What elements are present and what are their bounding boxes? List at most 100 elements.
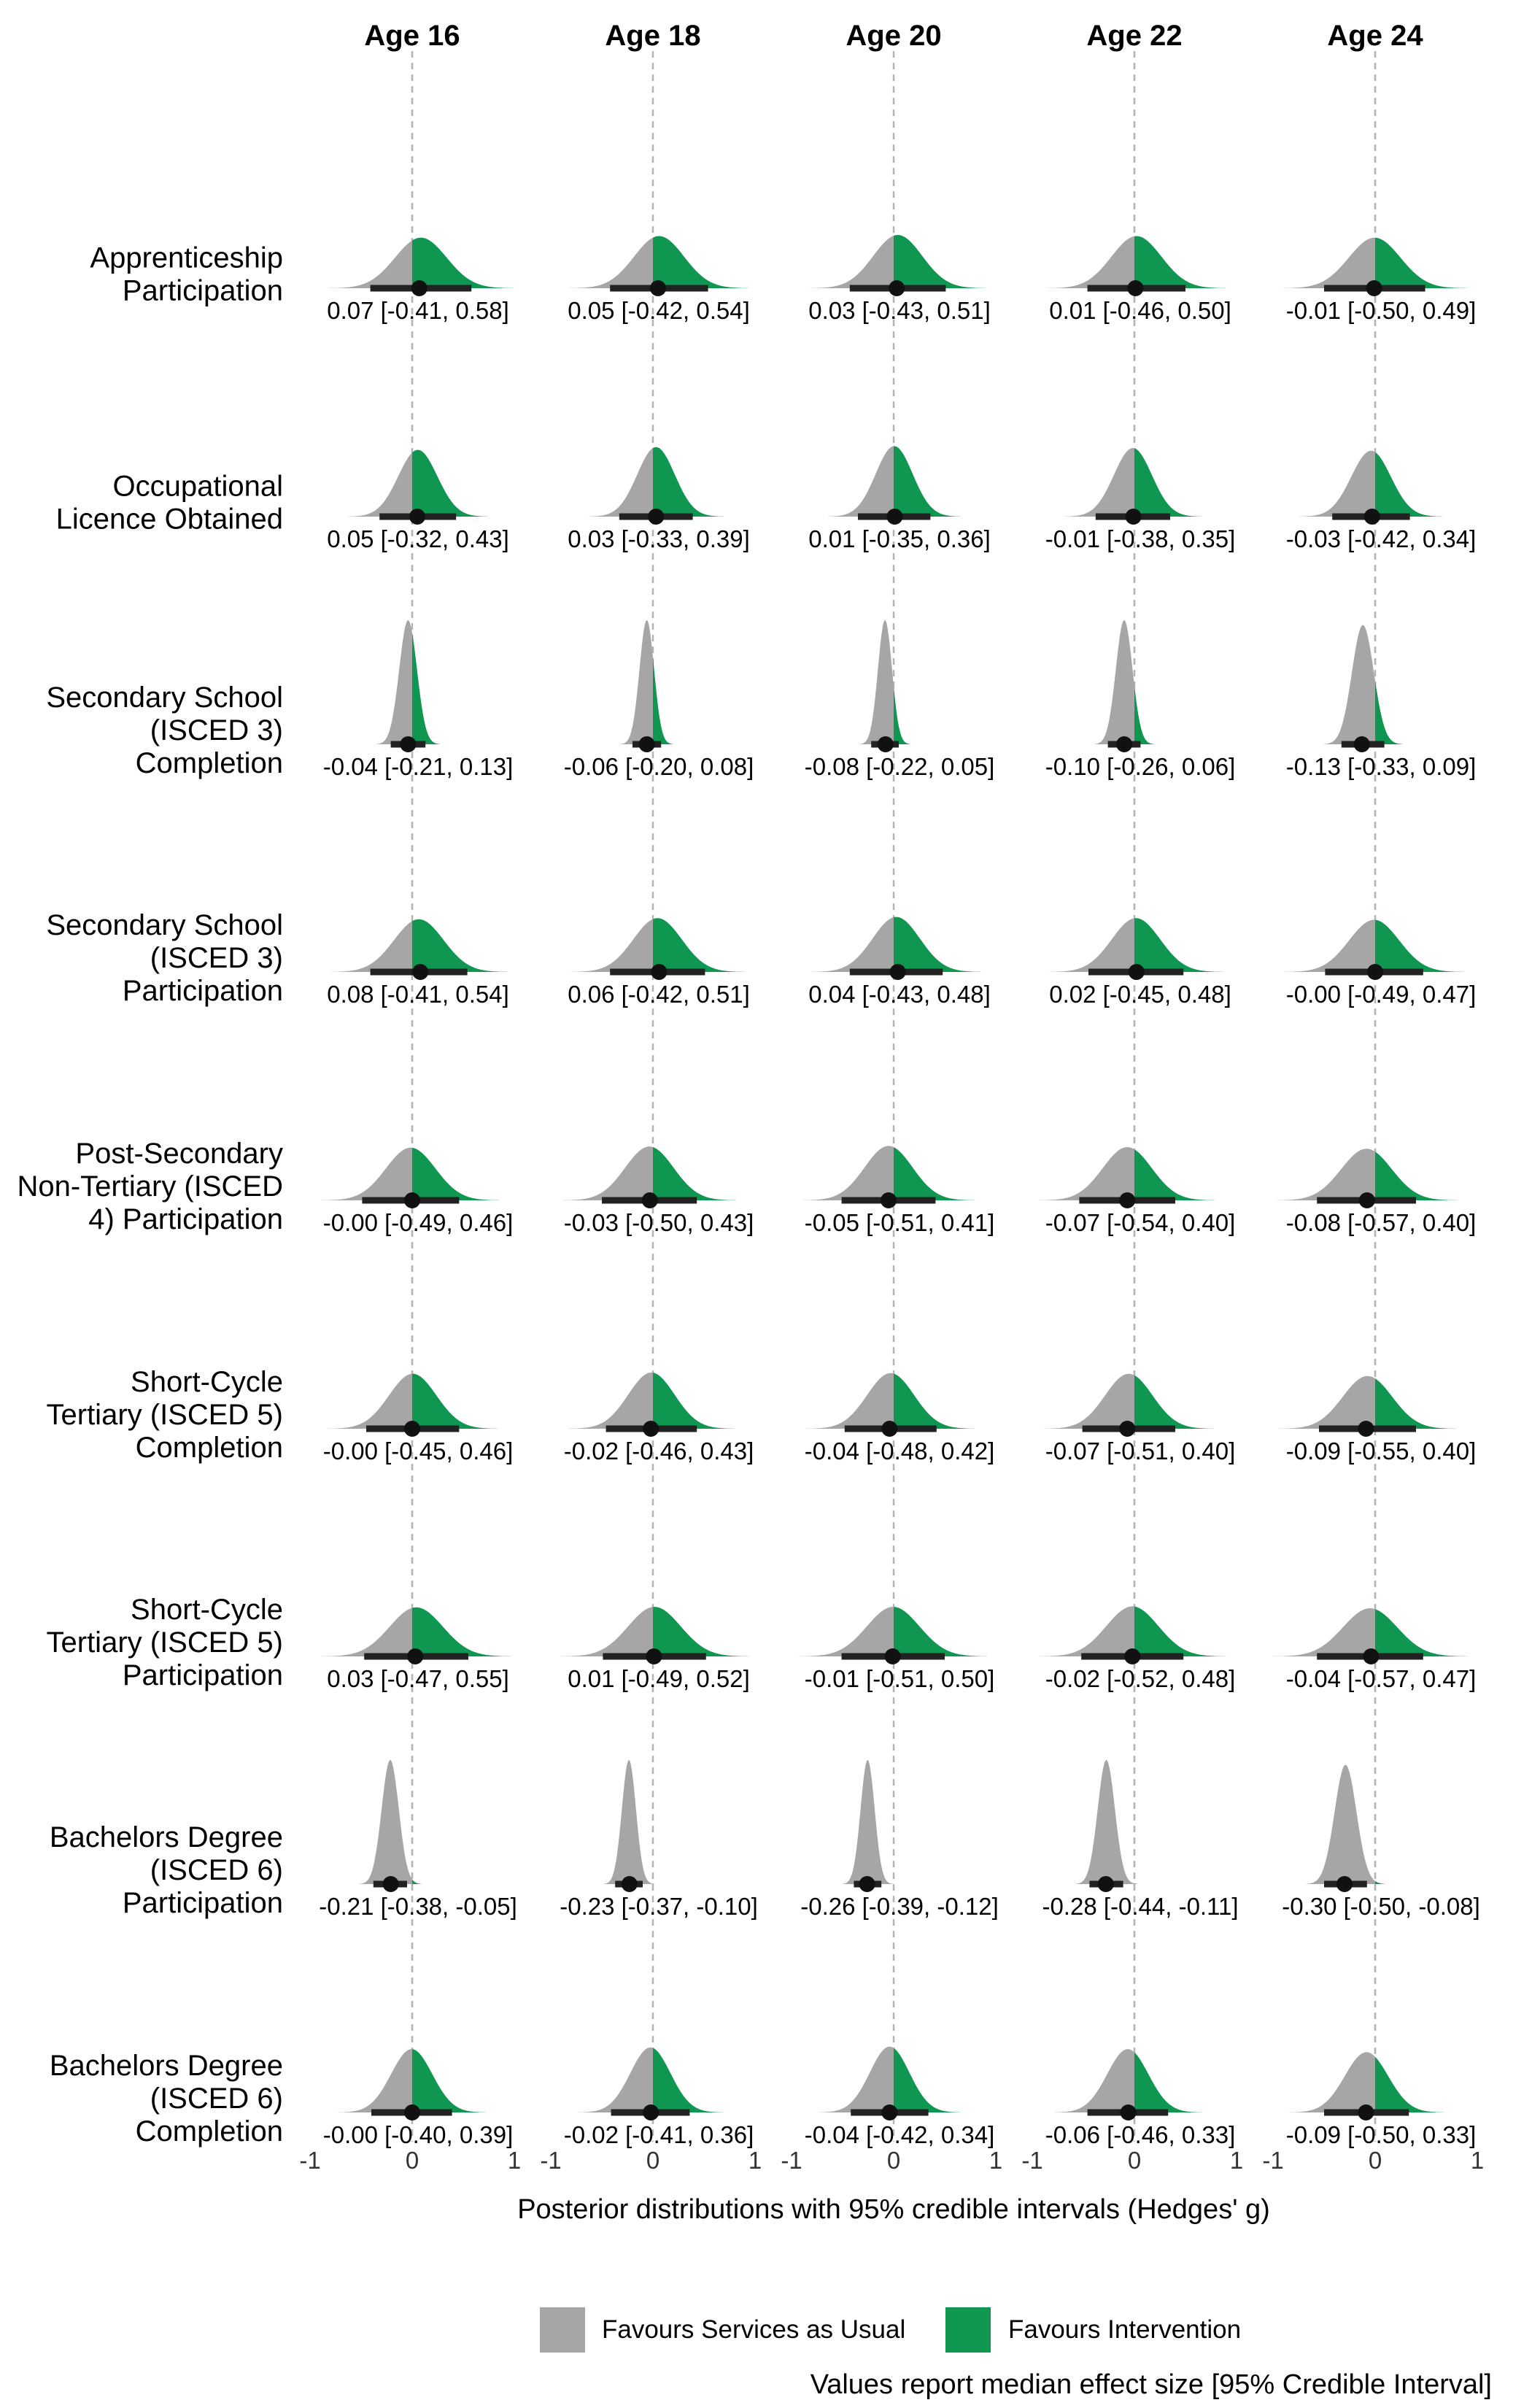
median-point bbox=[889, 280, 905, 296]
median-ci-label: -0.09 [-0.50, 0.33] bbox=[1286, 2121, 1477, 2148]
density-services-as-usual bbox=[1275, 1149, 1375, 1200]
density-intervention bbox=[1375, 452, 1443, 517]
median-point bbox=[641, 1192, 658, 1208]
median-point bbox=[412, 964, 429, 980]
x-tick-label: -1 bbox=[540, 2147, 561, 2174]
median-ci-label: -0.30 [-0.50, -0.08] bbox=[1282, 1893, 1480, 1920]
row-label: Occupational Licence Obtained bbox=[56, 471, 283, 536]
row-label-line: (ISCED 6) bbox=[150, 2083, 283, 2115]
median-ci-label: -0.28 [-0.44, -0.11] bbox=[1042, 1893, 1238, 1920]
median-point bbox=[1366, 280, 1382, 296]
density-services-as-usual bbox=[588, 448, 653, 517]
x-tick-label: 0 bbox=[887, 2147, 900, 2174]
density-intervention bbox=[653, 1883, 654, 1884]
density-cell: -0.04 [-0.21, 0.13] bbox=[323, 620, 513, 780]
density-intervention bbox=[412, 1879, 422, 1884]
density-services-as-usual bbox=[337, 2049, 412, 2112]
density-cell: -0.21 [-0.38, -0.05] bbox=[319, 1760, 517, 1920]
median-point bbox=[1358, 2104, 1374, 2120]
density-cell: -0.07 [-0.54, 0.40] bbox=[1039, 1147, 1235, 1236]
median-ci-label: -0.02 [-0.52, 0.48] bbox=[1045, 1665, 1236, 1692]
median-ci-label: 0.04 [-0.43, 0.48] bbox=[808, 981, 991, 1008]
median-ci-label: -0.01 [-0.51, 0.50] bbox=[805, 1665, 995, 1692]
median-ci-label: -0.09 [-0.55, 0.40] bbox=[1286, 1438, 1477, 1465]
x-tick-label: -1 bbox=[1262, 2147, 1283, 2174]
median-ci-label: -0.05 [-0.51, 0.41] bbox=[805, 1209, 995, 1236]
density-services-as-usual bbox=[1046, 236, 1134, 288]
column-title: Age 16 bbox=[364, 20, 460, 52]
row-label: Post-Secondary Non-Tertiary (ISCED 4) Part… bbox=[17, 1138, 283, 1235]
median-ci-label: -0.04 [-0.48, 0.42] bbox=[805, 1438, 995, 1465]
row-label-line: Short-Cycle bbox=[131, 1366, 283, 1398]
density-intervention bbox=[653, 1147, 737, 1200]
median-point bbox=[643, 1421, 659, 1437]
density-services-as-usual bbox=[1064, 448, 1134, 517]
density-services-as-usual bbox=[818, 2046, 894, 2112]
density-cell: 0.04 [-0.43, 0.48] bbox=[808, 916, 991, 1008]
density-intervention bbox=[894, 2048, 962, 2112]
column-title: Age 22 bbox=[1086, 20, 1182, 52]
median-ci-label: 0.01 [-0.46, 0.50] bbox=[1049, 297, 1231, 324]
median-point bbox=[651, 964, 668, 980]
row-label-line: (ISCED 3) bbox=[150, 714, 283, 746]
density-cell: -0.09 [-0.50, 0.33] bbox=[1286, 2052, 1477, 2148]
density-services-as-usual bbox=[570, 919, 653, 972]
density-services-as-usual bbox=[1094, 620, 1134, 744]
median-point bbox=[1097, 1876, 1114, 1892]
density-intervention bbox=[894, 686, 910, 744]
density-services-as-usual bbox=[1075, 1760, 1134, 1884]
density-intervention bbox=[1375, 680, 1403, 744]
density-intervention bbox=[1375, 1609, 1468, 1656]
legend-swatch-services-as-usual bbox=[540, 2307, 585, 2353]
legend-swatch-intervention bbox=[945, 2307, 991, 2353]
legend: Favours Services as Usual Favours Interve… bbox=[540, 2307, 1241, 2353]
row-label-line: (ISCED 3) bbox=[150, 942, 283, 974]
median-point bbox=[621, 1876, 638, 1892]
median-point bbox=[884, 1648, 901, 1664]
density-services-as-usual bbox=[827, 446, 894, 517]
median-ci-label: 0.03 [-0.47, 0.55] bbox=[327, 1665, 509, 1692]
median-point bbox=[409, 509, 425, 525]
density-cell: -0.04 [-0.57, 0.47] bbox=[1272, 1608, 1476, 1692]
row-label-line: Completion bbox=[136, 1432, 283, 1464]
caption: Values report median effect size [95% Cr… bbox=[811, 2369, 1492, 2400]
median-point bbox=[1353, 736, 1370, 752]
row-label-line: Participation bbox=[123, 275, 283, 307]
density-cell: -0.06 [-0.46, 0.33] bbox=[1045, 2049, 1235, 2148]
density-services-as-usual bbox=[347, 452, 412, 517]
density-intervention bbox=[412, 449, 489, 517]
density-cell: -0.05 [-0.51, 0.41] bbox=[802, 1146, 995, 1236]
row-label-line: Participation bbox=[123, 1659, 283, 1691]
median-point bbox=[382, 1876, 399, 1892]
density-intervention bbox=[1375, 2056, 1444, 2112]
density-intervention bbox=[1375, 919, 1464, 972]
median-ci-label: -0.00 [-0.45, 0.46] bbox=[323, 1438, 514, 1465]
density-cell: -0.28 [-0.44, -0.11] bbox=[1042, 1760, 1239, 1920]
row-label: Apprenticeship Participation bbox=[90, 242, 283, 307]
median-ci-label: -0.00 [-0.40, 0.39] bbox=[323, 2121, 514, 2148]
x-tick-label: 0 bbox=[646, 2147, 659, 2174]
density-intervention bbox=[894, 235, 986, 288]
median-ci-label: -0.04 [-0.57, 0.47] bbox=[1286, 1665, 1477, 1692]
median-ci-label: -0.13 [-0.33, 0.09] bbox=[1286, 753, 1477, 780]
density-cell: -0.23 [-0.37, -0.10] bbox=[560, 1760, 758, 1920]
median-ci-label: -0.23 [-0.37, -0.10] bbox=[560, 1893, 758, 1920]
density-intervention bbox=[653, 1607, 749, 1656]
density-intervention bbox=[412, 1373, 498, 1429]
density-services-as-usual bbox=[620, 620, 653, 744]
median-ci-label: 0.08 [-0.41, 0.54] bbox=[327, 981, 509, 1008]
median-point bbox=[859, 1876, 875, 1892]
median-ci-label: -0.01 [-0.38, 0.35] bbox=[1045, 525, 1236, 552]
row-label-line: Participation bbox=[123, 975, 283, 1007]
median-ci-label: -0.07 [-0.54, 0.40] bbox=[1045, 1209, 1236, 1236]
density-cell: -0.13 [-0.33, 0.09] bbox=[1286, 625, 1477, 780]
density-intervention bbox=[412, 1147, 500, 1200]
x-tick-label: -1 bbox=[1021, 2147, 1042, 2174]
median-point bbox=[889, 964, 906, 980]
median-ci-label: 0.05 [-0.32, 0.43] bbox=[327, 525, 509, 552]
density-cell: 0.05 [-0.32, 0.43] bbox=[327, 449, 509, 552]
density-cell: 0.08 [-0.41, 0.54] bbox=[327, 919, 509, 1008]
density-services-as-usual bbox=[811, 917, 894, 972]
median-point bbox=[650, 280, 666, 296]
density-cell: -0.01 [-0.51, 0.50] bbox=[798, 1607, 994, 1692]
